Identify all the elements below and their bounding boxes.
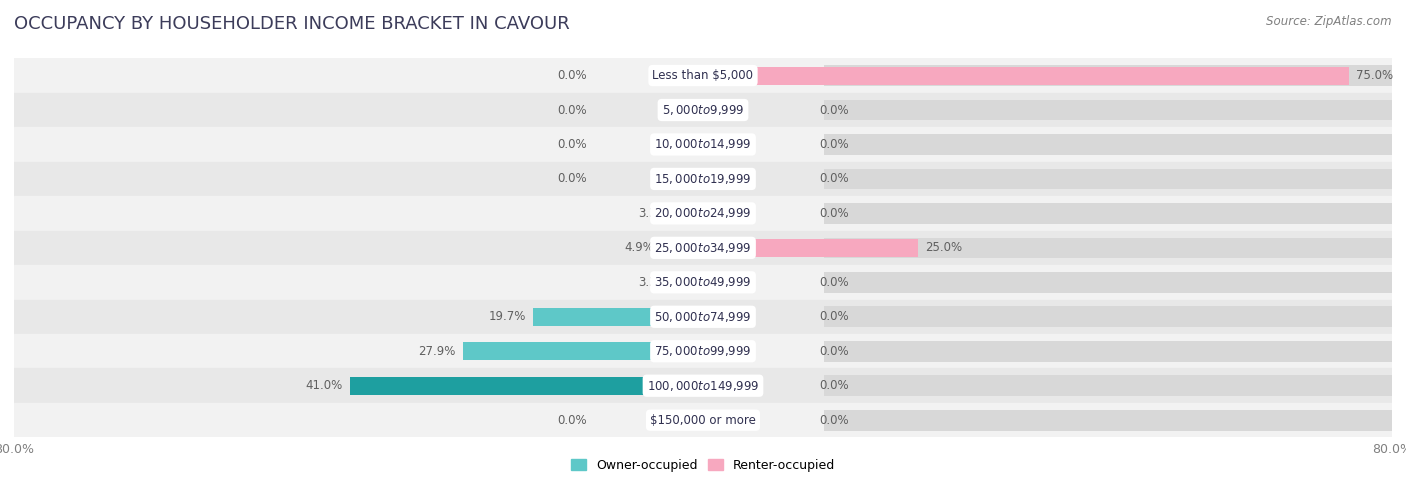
- Text: 41.0%: 41.0%: [305, 379, 343, 392]
- Bar: [0, 272, 14, 293]
- Text: $75,000 to $99,999: $75,000 to $99,999: [654, 344, 752, 358]
- Bar: [824, 341, 1392, 362]
- Text: $15,000 to $19,999: $15,000 to $19,999: [654, 172, 752, 186]
- Text: 0.0%: 0.0%: [820, 207, 849, 220]
- Bar: [824, 100, 1392, 121]
- Bar: [0, 238, 14, 258]
- Bar: [824, 272, 1392, 293]
- Bar: [14, 403, 1392, 437]
- Bar: [824, 238, 1392, 258]
- Bar: [0, 375, 14, 396]
- Bar: [463, 342, 703, 360]
- Bar: [824, 134, 1392, 155]
- Bar: [0, 100, 14, 121]
- Text: 0.0%: 0.0%: [820, 310, 849, 323]
- Bar: [824, 203, 1392, 224]
- Text: 0.0%: 0.0%: [820, 414, 849, 427]
- Text: 75.0%: 75.0%: [1355, 69, 1393, 82]
- Bar: [14, 231, 1392, 265]
- Bar: [824, 169, 1392, 189]
- Text: 0.0%: 0.0%: [557, 69, 586, 82]
- Bar: [661, 239, 703, 257]
- Bar: [0, 307, 14, 327]
- Text: 0.0%: 0.0%: [557, 173, 586, 186]
- Bar: [824, 410, 1392, 431]
- Text: 0.0%: 0.0%: [557, 104, 586, 117]
- Bar: [14, 162, 1392, 196]
- Text: $50,000 to $74,999: $50,000 to $74,999: [654, 310, 752, 324]
- Bar: [14, 93, 1392, 127]
- Bar: [14, 196, 1392, 231]
- Bar: [703, 67, 1348, 85]
- Bar: [350, 377, 703, 395]
- Text: 0.0%: 0.0%: [820, 104, 849, 117]
- Bar: [14, 127, 1392, 162]
- Text: 0.0%: 0.0%: [820, 138, 849, 151]
- Text: 0.0%: 0.0%: [557, 414, 586, 427]
- Text: 3.3%: 3.3%: [638, 207, 668, 220]
- Bar: [675, 273, 703, 291]
- Text: $100,000 to $149,999: $100,000 to $149,999: [647, 379, 759, 393]
- Legend: Owner-occupied, Renter-occupied: Owner-occupied, Renter-occupied: [567, 453, 839, 477]
- Bar: [0, 65, 14, 86]
- Text: $35,000 to $49,999: $35,000 to $49,999: [654, 276, 752, 289]
- Bar: [0, 169, 14, 189]
- Text: Source: ZipAtlas.com: Source: ZipAtlas.com: [1267, 15, 1392, 28]
- Text: OCCUPANCY BY HOUSEHOLDER INCOME BRACKET IN CAVOUR: OCCUPANCY BY HOUSEHOLDER INCOME BRACKET …: [14, 15, 569, 33]
- Bar: [0, 203, 14, 224]
- Bar: [824, 375, 1392, 396]
- Bar: [533, 308, 703, 326]
- Bar: [14, 299, 1392, 334]
- Bar: [675, 205, 703, 223]
- Text: 25.0%: 25.0%: [925, 242, 962, 254]
- Bar: [14, 368, 1392, 403]
- Text: 0.0%: 0.0%: [820, 379, 849, 392]
- Text: 19.7%: 19.7%: [489, 310, 526, 323]
- Bar: [0, 134, 14, 155]
- Text: $25,000 to $34,999: $25,000 to $34,999: [654, 241, 752, 255]
- Bar: [14, 58, 1392, 93]
- Bar: [824, 307, 1392, 327]
- Text: 4.9%: 4.9%: [624, 242, 654, 254]
- Bar: [824, 65, 1392, 86]
- Bar: [703, 239, 918, 257]
- Bar: [14, 265, 1392, 299]
- Text: 0.0%: 0.0%: [557, 138, 586, 151]
- Text: $5,000 to $9,999: $5,000 to $9,999: [662, 103, 744, 117]
- Bar: [0, 341, 14, 362]
- Text: 0.0%: 0.0%: [820, 173, 849, 186]
- Bar: [0, 410, 14, 431]
- Bar: [14, 334, 1392, 368]
- Text: $10,000 to $14,999: $10,000 to $14,999: [654, 138, 752, 152]
- Text: 3.3%: 3.3%: [638, 276, 668, 289]
- Text: $20,000 to $24,999: $20,000 to $24,999: [654, 207, 752, 220]
- Text: 0.0%: 0.0%: [820, 345, 849, 358]
- Text: Less than $5,000: Less than $5,000: [652, 69, 754, 82]
- Text: 27.9%: 27.9%: [419, 345, 456, 358]
- Text: 0.0%: 0.0%: [820, 276, 849, 289]
- Text: $150,000 or more: $150,000 or more: [650, 414, 756, 427]
